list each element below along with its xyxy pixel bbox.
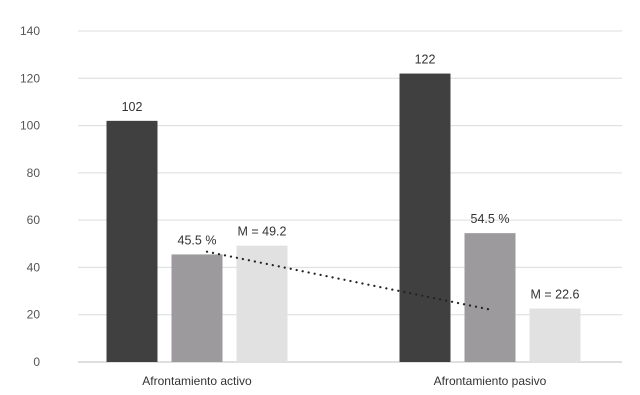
- bar-s1-c0: [171, 254, 223, 362]
- y-tick-label: 100: [20, 119, 40, 133]
- data-label: 54.5 %: [471, 212, 510, 226]
- data-labels: 102 45.5 % M = 49.2 122 54.5 % M = 22.6: [122, 53, 580, 302]
- data-label: M = 22.6: [531, 288, 580, 302]
- data-label: 102: [122, 100, 143, 114]
- y-tick-label: 40: [27, 260, 41, 274]
- bar-s1-c1: [464, 233, 516, 362]
- gridlines: [78, 30, 622, 363]
- bars: [106, 73, 581, 363]
- y-tick-label: 140: [20, 24, 40, 38]
- category-label: Afrontamiento activo: [142, 374, 252, 388]
- category-label: Afrontamiento pasivo: [434, 374, 547, 388]
- y-tick-label: 0: [33, 355, 40, 369]
- x-axis-categories: Afrontamiento activo Afrontamiento pasivo: [142, 374, 546, 388]
- trendline-dotted: [205, 250, 492, 311]
- bar-s2-c1: [529, 308, 581, 362]
- trendline: [205, 250, 492, 311]
- bar-s0-c0: [106, 120, 158, 362]
- data-label: 122: [415, 53, 436, 67]
- y-tick-label: 60: [27, 213, 41, 227]
- data-label: 45.5 %: [178, 233, 217, 247]
- y-tick-label: 80: [27, 166, 41, 180]
- data-label: M = 49.2: [238, 225, 287, 239]
- bar-s0-c1: [399, 73, 451, 363]
- y-axis-ticks: 0 20 40 60 80 100 120 140: [20, 24, 40, 369]
- y-tick-label: 120: [20, 71, 40, 85]
- y-tick-label: 20: [27, 308, 41, 322]
- bar-s2-c0: [236, 245, 288, 362]
